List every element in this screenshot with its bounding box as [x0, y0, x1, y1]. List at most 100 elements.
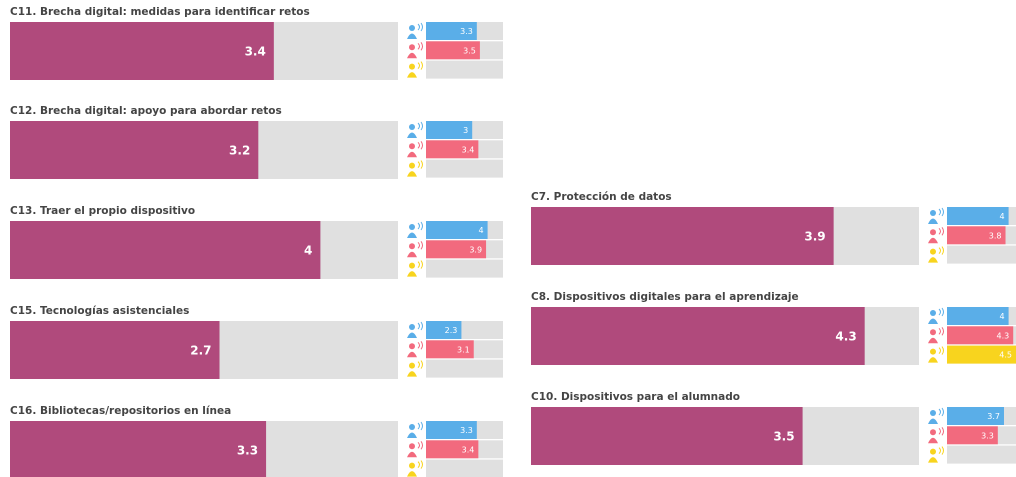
- bar-value: 3.5: [773, 430, 794, 444]
- bar-value: 4.3: [835, 330, 856, 344]
- panel-title: C10. Dispositivos para el alumnado: [531, 391, 740, 403]
- group-value: 4.5: [999, 351, 1012, 360]
- person-icon: [930, 329, 936, 336]
- group-value: 3.4: [462, 445, 475, 454]
- panel: C8. Dispositivos digitales para el apren…: [531, 291, 1016, 365]
- bar: [531, 407, 803, 465]
- group-bar: [426, 41, 480, 60]
- person-icon: [409, 462, 415, 469]
- group-value: 4.3: [996, 331, 1009, 340]
- person-icon: [409, 162, 415, 169]
- person-icon: [409, 143, 415, 150]
- panel: C15. Tecnologías asistenciales 2.7 2.3 3.1: [10, 305, 503, 379]
- group-value: 4: [1000, 212, 1005, 221]
- person-icon: [417, 42, 423, 51]
- group-track: [947, 445, 1016, 464]
- person-icon: [417, 241, 423, 250]
- person-icon: [407, 451, 417, 458]
- group-bar: [426, 340, 474, 359]
- person-icon: [417, 321, 423, 331]
- group-bar: [947, 407, 1004, 425]
- person-icon: [407, 52, 417, 59]
- bar: [10, 22, 274, 80]
- person-icon: [409, 25, 415, 31]
- group-bar: [426, 221, 488, 239]
- group-bar: [947, 345, 1016, 364]
- person-icon: [409, 362, 415, 369]
- person-icon: [928, 418, 938, 424]
- group-bar: [426, 140, 479, 159]
- group-bar: [426, 240, 487, 259]
- person-icon: [409, 124, 415, 130]
- person-icon: [928, 218, 938, 224]
- panel: C11. Brecha digital: medidas para identi…: [10, 6, 503, 80]
- panel-title: C7. Protección de datos: [531, 191, 672, 203]
- person-icon: [417, 341, 423, 350]
- bar: [10, 221, 321, 279]
- group-track: [426, 159, 503, 178]
- person-icon: [417, 460, 423, 469]
- person-icon: [938, 307, 944, 317]
- person-icon: [938, 207, 944, 217]
- person-icon: [407, 271, 417, 277]
- person-icon: [417, 441, 423, 450]
- person-icon: [417, 160, 423, 169]
- person-icon: [930, 348, 936, 355]
- panel-title: C11. Brecha digital: medidas para identi…: [10, 6, 310, 18]
- person-icon: [928, 337, 938, 344]
- person-icon: [409, 343, 415, 350]
- person-icon: [928, 457, 938, 463]
- person-icon: [930, 310, 936, 316]
- person-icon: [938, 246, 944, 255]
- group-bar: [947, 326, 1014, 345]
- person-icon: [930, 410, 936, 416]
- person-icon: [417, 421, 423, 431]
- group-value: 3.1: [457, 345, 470, 354]
- person-icon: [417, 221, 423, 231]
- person-icon: [407, 33, 417, 39]
- person-icon: [409, 324, 415, 330]
- bar-value: 3.4: [245, 45, 266, 59]
- person-icon: [407, 371, 417, 377]
- person-icon: [407, 351, 417, 358]
- group-bar: [426, 440, 479, 459]
- group-bar: [426, 121, 473, 139]
- group-value: 3.3: [981, 431, 994, 440]
- person-icon: [417, 121, 423, 131]
- person-icon: [930, 229, 936, 236]
- person-icon: [407, 151, 417, 158]
- person-icon: [407, 171, 417, 177]
- bar: [10, 321, 220, 379]
- person-icon: [938, 427, 944, 436]
- group-value: 3: [463, 126, 468, 135]
- person-icon: [409, 262, 415, 269]
- person-icon: [417, 260, 423, 269]
- person-icon: [407, 332, 417, 338]
- person-icon: [938, 227, 944, 236]
- group-value: 3.3: [460, 27, 473, 36]
- person-icon: [930, 210, 936, 216]
- group-value: 3.3: [460, 426, 473, 435]
- person-icon: [928, 357, 938, 363]
- panel-title: C15. Tecnologías asistenciales: [10, 305, 189, 317]
- person-icon: [409, 63, 415, 70]
- group-value: 2.3: [445, 326, 458, 335]
- group-value: 3.4: [462, 145, 475, 154]
- person-icon: [409, 443, 415, 450]
- person-icon: [409, 243, 415, 250]
- panel: C13. Traer el propio dispositivo 4 4 3.9: [10, 205, 503, 279]
- person-icon: [930, 448, 936, 455]
- group-bar: [947, 226, 1006, 245]
- person-icon: [928, 237, 938, 244]
- bar-value: 3.9: [804, 230, 825, 244]
- person-icon: [407, 72, 417, 78]
- group-bar: [426, 421, 477, 439]
- person-icon: [930, 429, 936, 436]
- person-icon: [417, 61, 423, 70]
- person-icon: [417, 141, 423, 150]
- panel: C12. Brecha digital: apoyo para abordar …: [10, 105, 503, 179]
- group-track: [426, 459, 503, 477]
- panel-title: C8. Dispositivos digitales para el apren…: [531, 291, 799, 303]
- group-track: [426, 359, 503, 378]
